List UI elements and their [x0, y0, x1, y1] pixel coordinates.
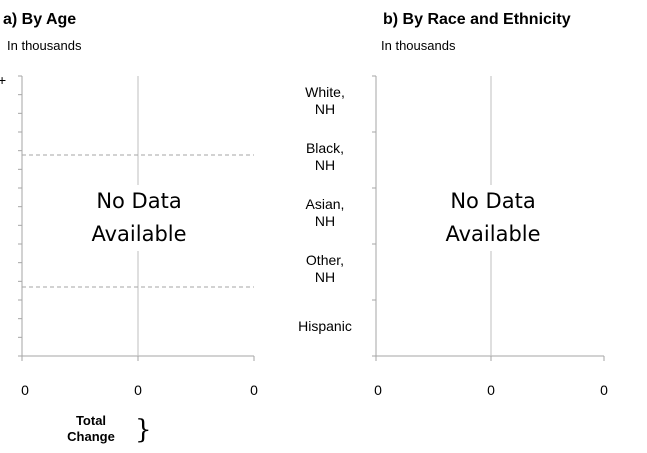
panel-a-x-ticks	[21, 356, 255, 361]
category-label-white-nh: White, NH	[305, 84, 345, 117]
panel-b-subtitle: In thousands	[381, 38, 456, 53]
panel-a-x-tick-label-center: 0	[134, 382, 142, 398]
panel-b-no-data-text: No Data Available	[445, 189, 541, 246]
panel-b-no-data-message: No Data Available	[418, 185, 568, 251]
panel-b-title: b) By Race and Ethnicity	[383, 11, 571, 28]
legend-total-change-label: Total Change	[67, 413, 115, 444]
panel-b-x-tick-label-center: 0	[487, 382, 495, 398]
panel-a-no-data-message: No Data Available	[64, 185, 214, 251]
panel-a-title: a) By Age	[3, 11, 77, 28]
panel-b-x-tick-label-left: 0	[374, 382, 382, 398]
category-label-hispanic: Hispanic	[298, 318, 352, 334]
category-label-other-nh: Other, NH	[305, 252, 345, 285]
panel-a-y-ticks	[18, 75, 22, 357]
panel-b-x-tick-label-right: 0	[600, 382, 608, 398]
category-label-asian-nh: Asian, NH	[305, 196, 345, 229]
category-label-black-nh: Black, NH	[305, 140, 345, 173]
panel-a-x-tick-label-right: 0	[250, 382, 258, 398]
panel-a-subtitle: In thousands	[7, 38, 82, 53]
panel-a-axis-edge-label: +	[0, 72, 7, 88]
legend-brace: }	[135, 415, 152, 445]
panel-b-x-ticks	[375, 356, 605, 361]
panel-b-y-ticks	[372, 75, 376, 357]
panel-a-no-data-text: No Data Available	[91, 189, 187, 246]
panel-a-x-tick-label-left: 0	[21, 382, 29, 398]
